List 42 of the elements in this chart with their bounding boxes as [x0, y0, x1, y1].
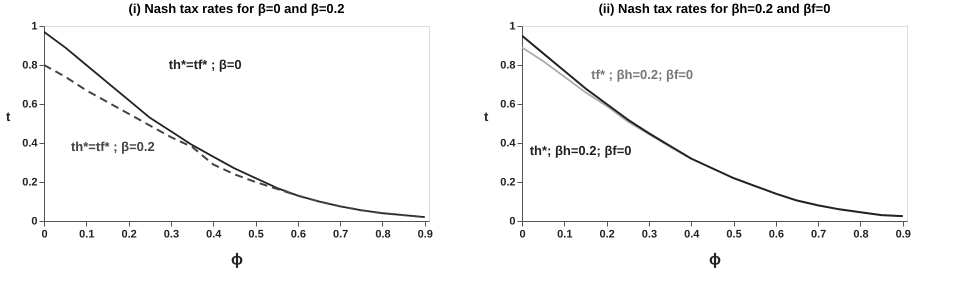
- x-tick-label: 0.8: [375, 228, 391, 240]
- x-tick-label: 0.5: [726, 228, 742, 240]
- x-tick-label: 0.8: [853, 228, 869, 240]
- y-tick-label: 0.6: [500, 98, 516, 110]
- y-tick-label: 0.4: [500, 138, 516, 150]
- x-tick-label: 0.6: [290, 228, 306, 240]
- x-tick-label: 0.3: [642, 228, 658, 240]
- y-tick-label: 0.8: [22, 60, 38, 72]
- x-tick-label: 0.7: [811, 228, 826, 240]
- x-tick-label: 0.5: [248, 228, 264, 240]
- x-tick-label: 0.1: [557, 228, 572, 240]
- series-label: tf* ; βh=0.2; βf=0: [591, 66, 694, 82]
- y-tick-label: 0: [509, 216, 516, 228]
- x-tick-label: 0.6: [768, 228, 784, 240]
- x-tick-label: 0.4: [684, 228, 700, 240]
- y-tick-label: 1: [31, 20, 38, 32]
- x-tick-label: 0.2: [599, 228, 615, 240]
- y-tick-label: 0: [31, 216, 38, 228]
- x-axis-title: ϕ: [231, 252, 243, 268]
- y-axis-title: t: [6, 109, 12, 124]
- x-tick-label: 0.7: [333, 228, 348, 240]
- y-tick-label: 0.4: [22, 138, 38, 150]
- y-tick-label: 0.2: [22, 176, 38, 188]
- series-label: th*; βh=0.2; βf=0: [530, 142, 632, 158]
- y-tick-label: 0.2: [500, 176, 516, 188]
- x-axis-title: ϕ: [709, 252, 721, 268]
- x-tick-label: 0: [519, 228, 526, 240]
- y-tick-label: 0.6: [22, 98, 38, 110]
- series-label: th*=tf* ; β=0.2: [70, 138, 155, 154]
- y-tick-label: 1: [509, 20, 516, 32]
- y-tick-label: 0.8: [500, 60, 516, 72]
- chart-title: (ii) Nash tax rates for βh=0.2 and βf=0: [598, 1, 830, 16]
- x-tick-label: 0: [41, 228, 48, 240]
- y-axis-title: t: [484, 109, 490, 124]
- x-tick-label: 0.9: [418, 228, 433, 240]
- x-tick-label: 0.4: [206, 228, 222, 240]
- x-tick-label: 0.3: [164, 228, 180, 240]
- text: th*=tf* ; β=0: [168, 57, 242, 72]
- x-tick-label: 0.2: [121, 228, 137, 240]
- chart-title: (i) Nash tax rates for β=0 and β=0.2: [128, 1, 345, 16]
- x-tick-label: 0.1: [79, 228, 94, 240]
- x-tick-label: 0.9: [896, 228, 911, 240]
